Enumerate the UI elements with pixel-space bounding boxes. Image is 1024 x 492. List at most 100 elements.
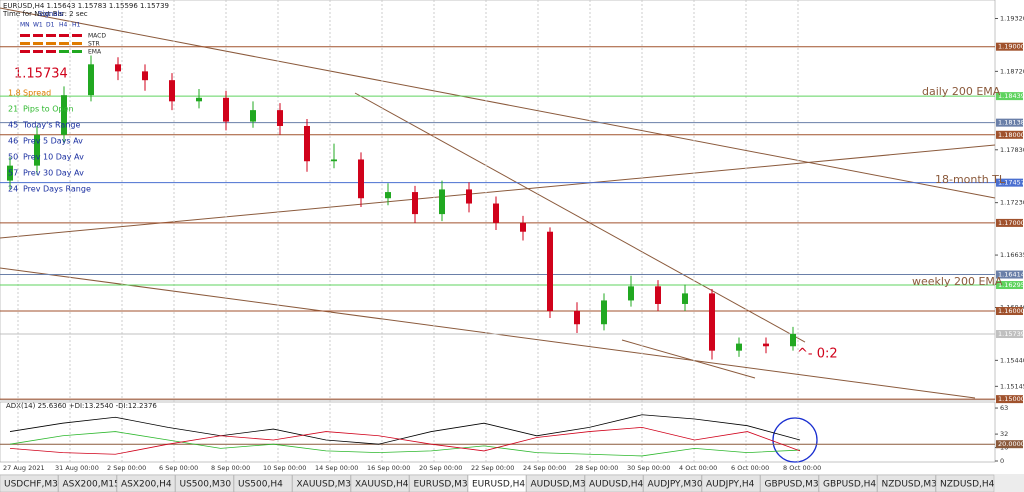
tab[interactable] (0, 474, 59, 492)
tab-label[interactable]: NZDUSD,H4 (940, 480, 995, 490)
tab-label[interactable]: EURUSD,H4 (472, 480, 525, 490)
level-tag (996, 42, 1023, 51)
level-label: 1.18138 (998, 119, 1024, 127)
candle-body (196, 97, 202, 102)
x-tick-label: 22 Sep 00:00 (471, 464, 514, 472)
candle-body (412, 192, 418, 215)
level-label: 1.19000 (998, 43, 1024, 51)
tab-label[interactable]: ASX200,M15 (63, 480, 120, 490)
candle-body (628, 286, 634, 301)
candle-body (763, 343, 769, 347)
tab-label[interactable]: NZDUSD,M30 (882, 480, 943, 490)
signals-title: Signals (38, 10, 64, 18)
signal-cell (59, 42, 69, 45)
x-tick-label: 2 Sep 00:00 (107, 464, 146, 472)
tab[interactable] (350, 474, 410, 492)
tab[interactable] (467, 474, 527, 492)
signal-cell (20, 50, 30, 53)
tab-label[interactable]: AUDUSD,M30 (531, 480, 592, 490)
candle-body (277, 110, 283, 126)
tab[interactable] (701, 474, 761, 492)
x-tick-label: 24 Sep 00:00 (523, 464, 566, 472)
tab-label[interactable]: XAUUSD,H4 (355, 480, 409, 490)
highlight-circle (772, 417, 818, 463)
y-tick-label: 1.17830 (1000, 146, 1024, 154)
candle-body (682, 293, 688, 304)
signal-cell (72, 42, 82, 45)
signal-cell (20, 42, 30, 45)
signal-cell (33, 42, 43, 45)
x-tick-label: 10 Sep 00:00 (263, 464, 306, 472)
tab-label[interactable]: ASX200,H4 (121, 480, 172, 490)
tab[interactable] (818, 474, 878, 492)
adx-panel (0, 401, 996, 463)
tab-label[interactable]: XAUUSD,M30 (297, 480, 357, 490)
candle-body (655, 286, 661, 304)
level-label: 1.18000 (998, 131, 1024, 139)
tab[interactable] (233, 474, 293, 492)
candle-body (736, 343, 742, 351)
tab-label[interactable]: US500,M30 (180, 480, 232, 490)
x-tick-label: 30 Sep 00:00 (627, 464, 670, 472)
tab-label[interactable]: GBPUSD,M30 (765, 480, 825, 490)
tab[interactable] (292, 474, 351, 492)
tab[interactable] (116, 474, 176, 492)
level-tag (996, 92, 1023, 101)
tab-label[interactable]: AUDJPY,M30 (648, 480, 703, 490)
x-tick-label: 8 Oct 00:00 (783, 464, 821, 472)
level-tag (996, 395, 1023, 404)
level-tag (996, 307, 1023, 316)
tab-label[interactable]: AUDUSD,H4 (589, 480, 644, 490)
tab[interactable] (877, 474, 936, 492)
tab-label[interactable]: AUDJPY,H4 (706, 480, 755, 490)
tab[interactable] (584, 474, 644, 492)
level-tag (996, 281, 1023, 290)
tab[interactable] (58, 474, 117, 492)
main-panel (0, 0, 996, 401)
candle-body (331, 159, 337, 162)
x-tick-label: 6 Sep 00:00 (159, 464, 198, 472)
tab[interactable] (935, 474, 995, 492)
bar-timer: Time for Next Bar: 2 sec (2, 10, 88, 18)
signal-cell (20, 34, 30, 37)
candle-body (223, 97, 229, 122)
level-tag (996, 218, 1023, 227)
x-tick-label: 28 Sep 00:00 (575, 464, 618, 472)
tab[interactable] (643, 474, 702, 492)
timeframe: W1 (33, 22, 43, 29)
tab-label[interactable]: USDCHF,M30 (4, 480, 64, 490)
info-label: Prev 5 Days Av (23, 137, 83, 146)
signal-cell (46, 34, 56, 37)
timeframe: MN (20, 22, 30, 29)
level-tag (996, 178, 1023, 187)
level-tag (996, 440, 1023, 449)
candle-body (574, 311, 580, 325)
tab-label[interactable]: EURUSD,M30 (414, 480, 474, 490)
tab[interactable] (526, 474, 585, 492)
tab[interactable] (409, 474, 468, 492)
tab-label[interactable]: GBPUSD,H4 (823, 480, 876, 490)
signal-cell (33, 50, 43, 53)
x-tick-label: 16 Sep 00:00 (367, 464, 410, 472)
y-tick-label: 0 (1000, 457, 1004, 465)
info-num: 1.8 (8, 89, 21, 98)
y-tick-label: 1.16635 (1000, 251, 1024, 259)
tab-label[interactable]: US500,H4 (238, 480, 283, 490)
info-num: 24 (8, 185, 18, 194)
indicator-name: MACD (88, 33, 106, 40)
y-tick-label: 1.18720 (1000, 67, 1024, 75)
level-label: 1.16295 (998, 281, 1024, 289)
tab[interactable] (175, 474, 234, 492)
x-tick-label: 4 Oct 00:00 (679, 464, 717, 472)
info-num: 45 (8, 121, 18, 130)
y-tick-label: 1.15440 (1000, 356, 1024, 364)
tab[interactable] (760, 474, 819, 492)
x-tick-label: 27 Aug 2021 (3, 464, 45, 472)
candle-body (547, 231, 553, 312)
signal-cell (59, 34, 69, 37)
current-price: 1.15734 (14, 67, 68, 82)
candle-body (493, 203, 499, 223)
info-label: Prev Days Range (23, 185, 91, 194)
signal-cell (46, 42, 56, 45)
y-tick-label: 63 (1000, 404, 1008, 412)
